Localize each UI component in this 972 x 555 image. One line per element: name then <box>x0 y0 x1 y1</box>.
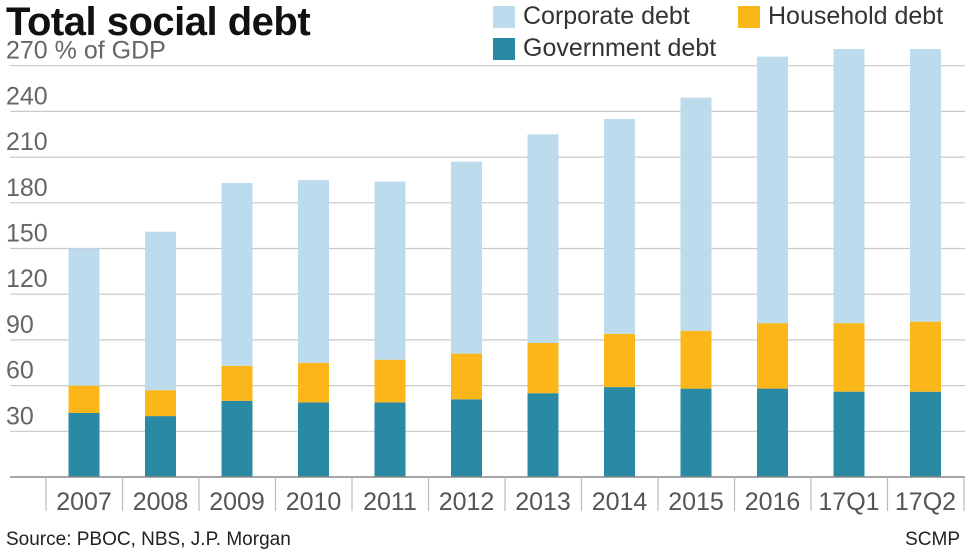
bar-government-debt-2011 <box>374 402 406 477</box>
y-tick-label-180: 180 <box>6 174 48 202</box>
bar-corporate-debt-2014 <box>604 119 635 334</box>
bar-government-debt-2010 <box>298 402 329 477</box>
legend-label-corporate: Corporate debt <box>523 2 690 30</box>
bar-household-debt-17q2 <box>910 321 941 392</box>
x-tick-label-2012: 2012 <box>439 488 495 516</box>
bar-corporate-debt-2009 <box>221 183 253 366</box>
bar-corporate-debt-2011 <box>374 181 406 360</box>
bar-household-debt-2010 <box>298 362 329 403</box>
bar-government-debt-2009 <box>221 400 253 477</box>
y-tick-label-210: 210 <box>6 128 48 156</box>
legend-label-government: Government debt <box>523 34 717 62</box>
bar-household-debt-2015 <box>680 330 712 389</box>
x-tick-label-2014: 2014 <box>592 488 648 516</box>
government-swatch <box>493 37 515 60</box>
bar-government-debt-2014 <box>604 387 635 477</box>
bar-corporate-debt-2016 <box>757 56 788 324</box>
bar-corporate-debt-17q2 <box>910 49 941 322</box>
bar-corporate-debt-2008 <box>145 231 176 391</box>
x-tick-label-2007: 2007 <box>56 488 112 516</box>
legend-item-household: Household debt <box>738 2 943 31</box>
bar-household-debt-2012 <box>451 353 482 400</box>
bar-household-debt-2009 <box>221 365 253 401</box>
bar-corporate-debt-17q1 <box>833 49 865 324</box>
x-tick-label-2011: 2011 <box>363 488 417 516</box>
x-tick-label-17q2: 17Q2 <box>895 488 956 516</box>
y-tick-label-120: 120 <box>6 265 48 293</box>
legend-item-government: Government debt <box>493 34 716 63</box>
bar-household-debt-2014 <box>604 333 635 388</box>
y-tick-label-60: 60 <box>6 357 34 385</box>
x-tick-label-2010: 2010 <box>286 488 342 516</box>
bar-government-debt-2007 <box>68 413 100 477</box>
x-tick-label-2008: 2008 <box>133 488 189 516</box>
x-tick-label-2016: 2016 <box>745 488 801 516</box>
bar-government-debt-2016 <box>757 388 788 477</box>
bar-government-debt-2008 <box>145 416 176 477</box>
bar-government-debt-2012 <box>451 399 482 477</box>
bar-household-debt-2008 <box>145 390 176 417</box>
bar-household-debt-2011 <box>374 359 406 403</box>
y-tick-label-30: 30 <box>6 402 34 430</box>
y-tick-label-240: 240 <box>6 82 48 110</box>
source-note: Source: PBOC, NBS, J.P. Morgan <box>6 529 291 550</box>
legend-item-corporate: Corporate debt <box>493 2 690 31</box>
bar-household-debt-2007 <box>68 385 100 413</box>
bar-government-debt-2013 <box>527 393 559 477</box>
bar-corporate-debt-2013 <box>527 134 559 343</box>
y-tick-label-150: 150 <box>6 220 48 248</box>
x-tick-label-2009: 2009 <box>209 488 265 516</box>
bar-corporate-debt-2015 <box>680 97 712 331</box>
bar-corporate-debt-2007 <box>68 248 100 386</box>
bar-government-debt-2015 <box>680 388 712 477</box>
y-tick-label-270: 270 % of GDP <box>6 37 166 65</box>
credit-note: SCMP <box>905 529 960 550</box>
x-tick-label-2013: 2013 <box>515 488 571 516</box>
bar-government-debt-17q2 <box>910 391 941 477</box>
x-tick-label-2015: 2015 <box>668 488 724 516</box>
bar-corporate-debt-2012 <box>451 161 482 354</box>
chart-title: Total social debt <box>6 0 311 44</box>
bar-household-debt-17q1 <box>833 323 865 392</box>
corporate-swatch <box>493 5 515 28</box>
bar-corporate-debt-2010 <box>298 180 329 363</box>
bar-government-debt-17q1 <box>833 391 865 477</box>
legend-label-household: Household debt <box>768 2 944 30</box>
y-tick-label-90: 90 <box>6 311 34 339</box>
bar-household-debt-2016 <box>757 323 788 389</box>
x-tick-label-17q1: 17Q1 <box>818 488 879 516</box>
bar-household-debt-2013 <box>527 342 559 394</box>
household-swatch <box>738 5 760 28</box>
